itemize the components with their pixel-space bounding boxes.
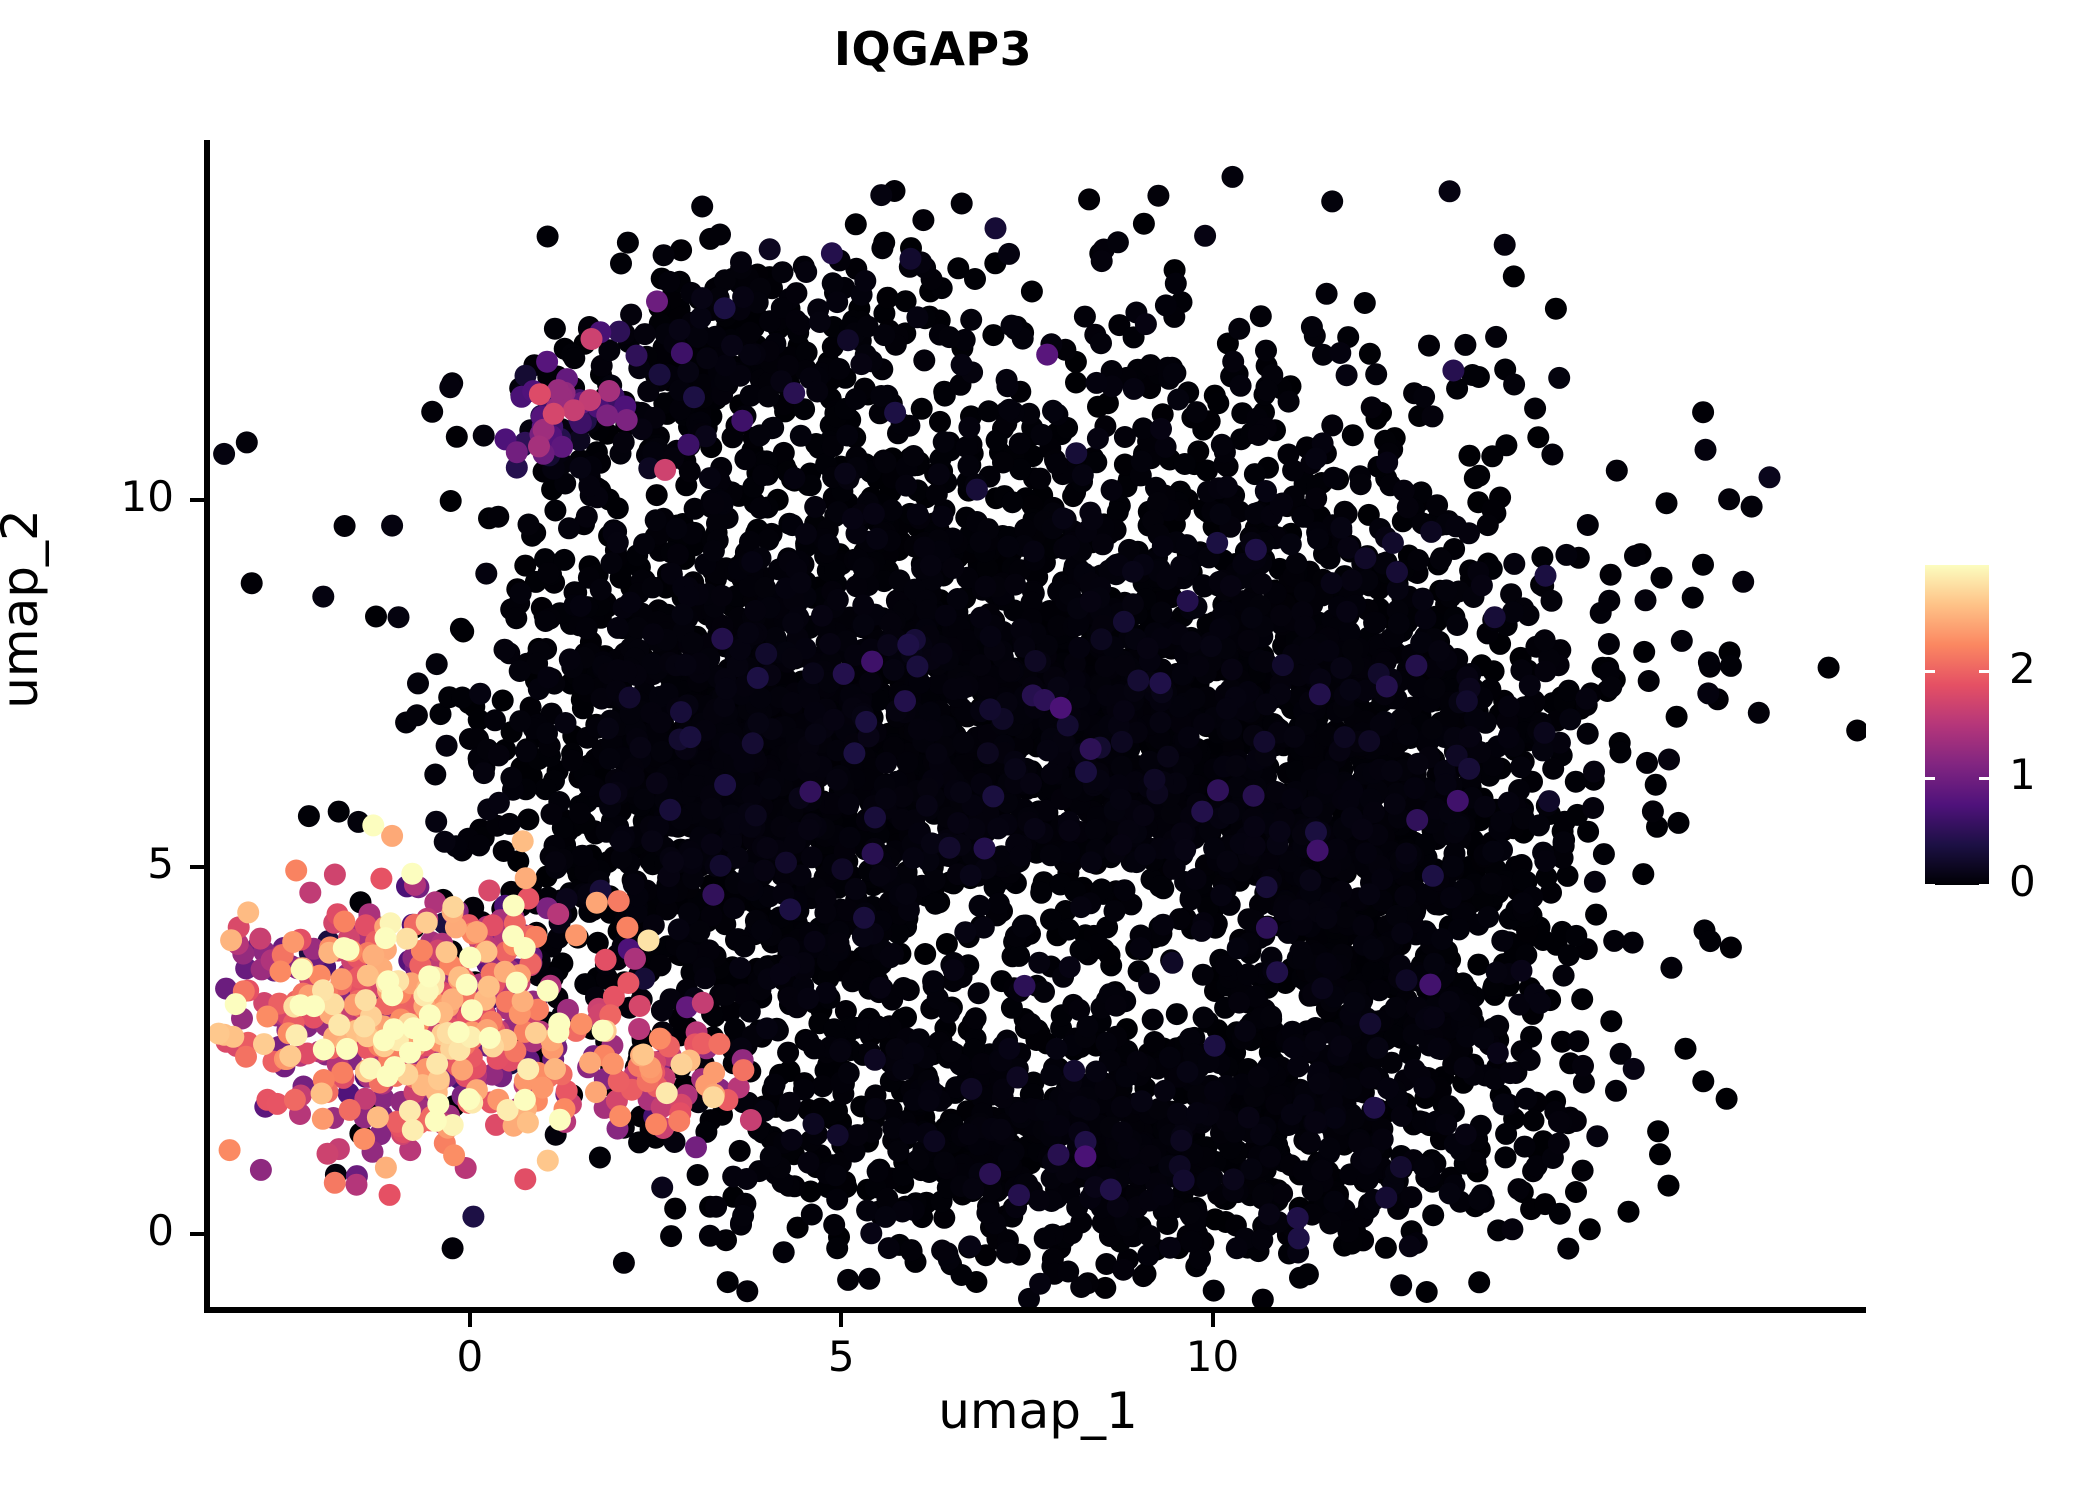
scatter-points-layer [210, 140, 1866, 1307]
x-tick-mark [467, 1313, 472, 1327]
colorbar-tick-label: 2 [2009, 643, 2036, 693]
x-tick-label: 5 [827, 1332, 855, 1381]
colorbar-tick-mark [1979, 670, 1989, 674]
y-axis-label: umap_2 [0, 509, 49, 709]
x-tick-label: 0 [456, 1332, 484, 1381]
colorbar: 0 1 2 [1925, 565, 2075, 906]
colorbar-tick-mark [1979, 883, 1989, 887]
scatter-svg [210, 165, 1866, 1307]
x-axis-spine [204, 1307, 1866, 1313]
y-tick-label: 10 [120, 471, 174, 521]
x-axis-label: umap_1 [938, 1382, 1138, 1440]
colorbar-tick-mark [1979, 776, 1989, 780]
colorbar-tick-mark [1925, 670, 1935, 674]
y-tick-mark [190, 1231, 204, 1236]
y-tick-mark [190, 497, 204, 502]
colorbar-tick-label: 0 [2009, 857, 2036, 906]
page-title: IQGAP3 [833, 22, 1033, 76]
plot-axes: 0 5 10 0 5 10 [121, 140, 1866, 1381]
colorbar-tick-mark [1925, 883, 1935, 887]
x-tick-mark [1210, 1313, 1215, 1327]
y-axis-spine [204, 140, 210, 1307]
colorbar-tick-mark [1925, 776, 1935, 780]
colorbar-tick-label: 1 [2009, 750, 2036, 800]
x-tick-label: 10 [1185, 1332, 1240, 1381]
y-tick-label: 5 [147, 838, 174, 888]
y-tick-label: 0 [147, 1205, 174, 1255]
y-tick-mark [190, 864, 204, 869]
colorbar-gradient [1925, 565, 1989, 885]
x-tick-mark [839, 1313, 844, 1327]
